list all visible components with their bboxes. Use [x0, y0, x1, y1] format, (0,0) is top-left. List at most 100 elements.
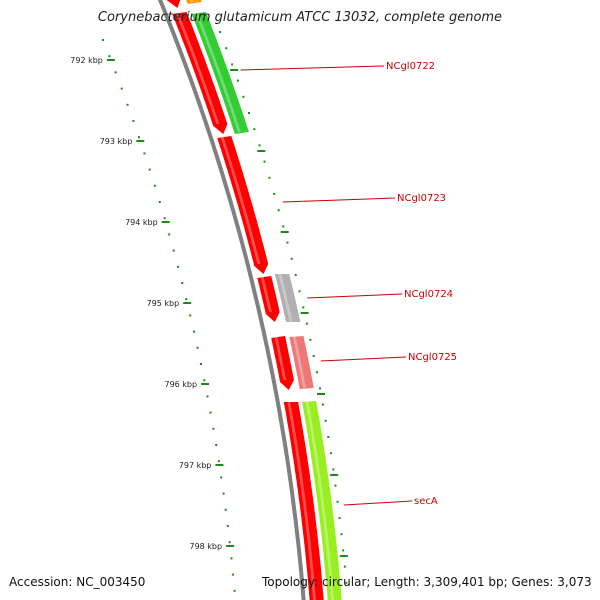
- scale-tick: 794 kbp: [125, 218, 289, 233]
- minor-tick: [185, 298, 188, 301]
- minor-tick: [334, 484, 337, 487]
- minor-tick: [258, 144, 261, 147]
- minor-tick: [327, 436, 330, 438]
- gene-green: [191, 12, 249, 134]
- minor-tick: [305, 322, 308, 325]
- minor-tick: [209, 411, 212, 414]
- minor-tick: [321, 403, 324, 406]
- tick-label: 796 kbp: [164, 380, 197, 389]
- minor-tick: [158, 201, 161, 203]
- minor-tick: [242, 95, 245, 98]
- minor-tick: [324, 419, 327, 422]
- minor-tick: [212, 427, 215, 430]
- minor-tick: [302, 306, 305, 309]
- gene-label: NCgl0722: [240, 61, 435, 72]
- minor-tick: [338, 517, 341, 519]
- minor-tick: [336, 500, 339, 503]
- minor-tick: [138, 136, 140, 139]
- minor-tick: [319, 387, 321, 390]
- gene-leader-line: [320, 356, 407, 362]
- scale-tick: 795 kbp: [147, 299, 309, 314]
- scale-tick: 793 kbp: [100, 137, 266, 152]
- minor-tick: [253, 128, 256, 131]
- cds-forward-1: [172, 12, 228, 134]
- minor-tick-dots: [102, 31, 348, 592]
- minor-tick: [282, 225, 285, 228]
- minor-tick: [309, 338, 312, 341]
- minor-tick: [102, 39, 104, 41]
- minor-tick: [315, 371, 318, 374]
- gene-label: NCgl0724: [307, 289, 453, 300]
- minor-tick: [342, 549, 345, 552]
- minor-tick: [233, 589, 236, 592]
- gene-label-text: NCgl0724: [404, 289, 453, 300]
- accession-text: Accession: NC_003450: [9, 575, 146, 589]
- scale-tick: 797 kbp: [179, 461, 339, 476]
- minor-tick: [172, 249, 175, 252]
- minor-tick: [277, 209, 280, 212]
- tick-label: 797 kbp: [179, 461, 212, 470]
- minor-tick: [224, 508, 227, 511]
- cds-forward-0: [166, 0, 181, 8]
- minor-tick: [332, 468, 335, 471]
- gene-label-text: NCgl0723: [397, 193, 446, 204]
- gene-lime: [302, 401, 342, 600]
- minor-tick: [193, 330, 195, 333]
- minor-tick: [168, 233, 171, 236]
- minor-tick: [236, 79, 239, 82]
- minor-tick: [163, 217, 166, 220]
- genome-backbone: [157, 0, 306, 600]
- minor-tick: [189, 314, 192, 317]
- map-title: Corynebacterium glutamicum ATCC 13032, c…: [97, 10, 503, 25]
- gene-leader-line: [344, 500, 413, 506]
- minor-tick: [120, 87, 123, 90]
- minor-tick: [340, 533, 343, 536]
- minor-tick: [217, 460, 220, 463]
- scale-ticks: 792 kbp 793 kbp 794 kbp 795 kbp 796 kbp 797 k…: [70, 56, 348, 557]
- minor-tick: [232, 573, 235, 576]
- minor-tick: [290, 257, 293, 260]
- scale-tick: 798 kbp: [189, 542, 348, 557]
- tick-label: 793 kbp: [100, 137, 133, 146]
- gene-label: NCgl0725: [320, 352, 457, 363]
- tick-label: 792 kbp: [70, 56, 103, 65]
- cds-forward-5: [283, 402, 324, 600]
- minor-tick: [329, 452, 332, 455]
- minor-tick: [203, 379, 206, 382]
- minor-tick: [200, 363, 202, 365]
- minor-tick: [268, 176, 271, 179]
- minor-tick: [196, 346, 199, 349]
- gene-leader-line: [240, 65, 385, 71]
- minor-tick: [222, 492, 225, 495]
- minor-tick: [263, 160, 266, 163]
- minor-tick: [181, 282, 184, 284]
- minor-tick: [273, 193, 276, 195]
- cds-forward-2: [217, 136, 269, 274]
- minor-tick: [228, 541, 231, 544]
- cds-forward-3: [257, 276, 280, 322]
- minor-tick: [231, 63, 234, 66]
- scale-tick: 792 kbp: [70, 56, 239, 71]
- minor-tick: [206, 395, 209, 398]
- minor-tick: [220, 476, 223, 479]
- gene-label: NCgl0723: [282, 193, 446, 204]
- minor-tick: [153, 184, 156, 187]
- minor-tick: [345, 581, 348, 584]
- minor-tick: [343, 565, 346, 568]
- gene-label-text: NCgl0722: [386, 61, 435, 72]
- tick-label: 794 kbp: [125, 218, 158, 227]
- minor-tick: [108, 55, 111, 58]
- minor-tick: [177, 265, 180, 268]
- minor-tick: [230, 557, 233, 560]
- minor-tick: [114, 71, 117, 74]
- minor-tick: [226, 525, 229, 527]
- genome-stats-text: Topology: circular; Length: 3,309,401 bp…: [262, 575, 592, 589]
- gene-features: [166, 0, 342, 600]
- minor-tick: [126, 103, 129, 106]
- gene-gray: [274, 274, 301, 322]
- minor-tick: [225, 47, 228, 50]
- minor-tick: [215, 444, 218, 446]
- tick-label: 795 kbp: [147, 299, 180, 308]
